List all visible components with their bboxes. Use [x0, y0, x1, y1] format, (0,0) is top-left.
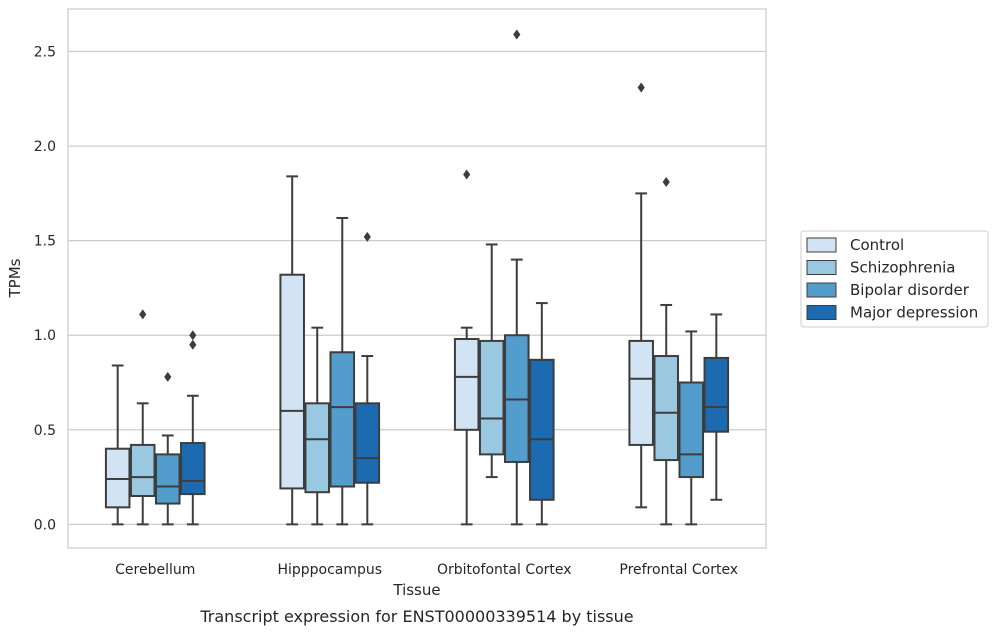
- box-iqr: [354, 402, 381, 484]
- box-iqr: [529, 358, 555, 501]
- box-iqr: [703, 356, 730, 433]
- outlier-point: [164, 371, 172, 382]
- outlier-point: [189, 330, 197, 341]
- box-iqr: [304, 402, 330, 494]
- box: [678, 330, 705, 526]
- box-iqr: [653, 355, 679, 462]
- x-tick-label: Cerebellum: [115, 562, 195, 578]
- legend-label: Schizophrenia: [850, 259, 955, 277]
- box-iqr: [279, 273, 305, 490]
- outlier-point: [189, 339, 197, 350]
- chart-caption: Transcript expression for ENST0000033951…: [199, 607, 633, 626]
- box: [453, 169, 480, 526]
- y-tick-label: 0.0: [34, 517, 56, 533]
- y-tick-label: 2.5: [34, 45, 56, 61]
- legend-swatch: [806, 305, 837, 320]
- box-iqr: [180, 442, 206, 496]
- box-iqr: [453, 338, 480, 431]
- box: [653, 177, 679, 526]
- box: [104, 364, 131, 526]
- legend-item: Control: [806, 236, 904, 254]
- box: [354, 231, 381, 526]
- outlier-point: [637, 82, 645, 93]
- box-series: [104, 29, 730, 526]
- outlier-point: [513, 29, 521, 40]
- legend-swatch: [806, 282, 837, 298]
- series-bipolar-disorder: [155, 29, 705, 526]
- y-tick-label: 2.0: [34, 139, 56, 155]
- y-axis-label: TPMs: [6, 258, 24, 298]
- outlier-point: [463, 169, 471, 180]
- outlier-point: [363, 231, 371, 242]
- legend-item: Schizophrenia: [806, 259, 955, 277]
- legend-label: Major depression: [850, 304, 978, 322]
- legend-item: Bipolar disorder: [806, 281, 970, 299]
- legend-label: Control: [850, 236, 904, 254]
- box: [329, 216, 356, 526]
- box-iqr: [155, 453, 181, 505]
- box-iqr: [678, 381, 705, 479]
- box: [155, 371, 181, 526]
- legend-swatch: [806, 260, 837, 275]
- box-iqr: [129, 443, 156, 497]
- plot-area-frame: [67, 8, 767, 549]
- x-axis-label: Tissue: [392, 581, 440, 599]
- legend: Control Schizophrenia Bipolar disorder Majo…: [800, 230, 989, 328]
- box: [129, 309, 156, 526]
- outlier-point: [662, 177, 670, 188]
- box: [703, 313, 730, 501]
- box: [628, 82, 654, 509]
- y-tick-label: 1.0: [34, 328, 56, 344]
- y-tick-label: 1.5: [34, 234, 56, 250]
- box: [180, 330, 206, 526]
- box: [304, 326, 330, 526]
- x-tick-label: Hipppocampus: [277, 562, 382, 578]
- outlier-point: [139, 309, 147, 320]
- y-tick-label: 0.5: [34, 423, 56, 439]
- legend-item: Major depression: [806, 304, 978, 322]
- box: [529, 302, 555, 526]
- x-axis-ticks: Cerebellum Hipppocampus Orbitofontal Corte…: [115, 562, 738, 578]
- x-tick-label: Prefrontal Cortex: [619, 562, 738, 578]
- series-control: [104, 82, 654, 526]
- box-iqr: [628, 339, 654, 446]
- box-iqr: [478, 339, 505, 456]
- box: [478, 243, 505, 479]
- grid-lines: [68, 50, 766, 525]
- x-tick-label: Orbitofontal Cortex: [437, 562, 572, 578]
- legend-frame: [800, 230, 989, 328]
- box: [279, 175, 305, 526]
- y-axis-ticks: 0.0 0.5 1.0 1.5 2.0 2.5: [34, 45, 56, 534]
- legend-swatch: [806, 237, 837, 253]
- series-major-depression: [180, 231, 730, 526]
- legend-label: Bipolar disorder: [850, 281, 970, 299]
- box-iqr: [329, 351, 356, 488]
- box: [504, 29, 530, 526]
- series-schizophrenia: [129, 177, 679, 526]
